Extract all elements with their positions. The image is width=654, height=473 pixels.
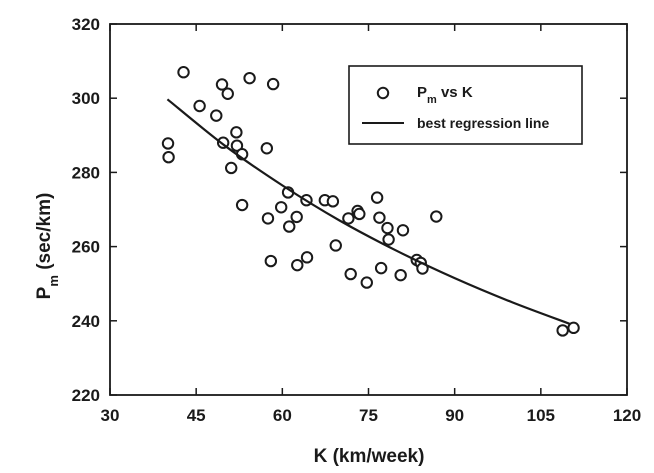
y-tick-label: 220: [72, 386, 100, 405]
data-point: [370, 191, 384, 204]
y-tick-label: 300: [72, 89, 100, 108]
data-point: [283, 220, 296, 233]
x-tick-label: 90: [445, 406, 464, 425]
data-point: [215, 78, 229, 91]
data-point: [261, 212, 275, 225]
data-point: [243, 71, 256, 85]
y-axis-label-main: P: [34, 286, 55, 299]
data-point: [230, 126, 243, 139]
data-point: [373, 211, 386, 224]
data-point: [353, 207, 366, 221]
legend: Pm vs K best regression line: [348, 65, 583, 145]
legend-marker-icon: [376, 86, 390, 100]
data-point: [556, 324, 569, 337]
y-axis-label-sub: m: [46, 275, 61, 287]
x-tick-label: 60: [273, 406, 292, 425]
legend-entry-line: best regression line: [417, 115, 549, 131]
data-point: [225, 161, 238, 175]
x-tick-label: 75: [359, 406, 378, 425]
data-point: [300, 251, 314, 264]
data-point: [264, 254, 278, 268]
y-tick-label: 260: [72, 238, 100, 257]
data-point: [177, 66, 190, 79]
data-point: [274, 201, 288, 214]
data-point: [342, 212, 355, 225]
legend-points-sub: m: [427, 94, 437, 106]
data-point: [193, 99, 206, 113]
data-point: [290, 210, 303, 224]
data-point: [374, 261, 388, 275]
data-point: [394, 268, 407, 282]
data-point: [396, 224, 410, 237]
data-point: [210, 109, 223, 122]
data-point: [381, 221, 394, 235]
x-tick-label: 120: [613, 406, 641, 425]
data-point: [161, 137, 175, 150]
data-point: [326, 195, 340, 208]
legend-box: [348, 65, 583, 145]
data-point: [260, 142, 274, 155]
x-tick-label: 30: [101, 406, 120, 425]
data-point: [329, 239, 342, 252]
legend-points-rest: vs K: [437, 84, 473, 101]
data-point: [235, 198, 249, 212]
data-point: [162, 150, 175, 164]
data-point: [360, 276, 373, 289]
x-axis-label: K (km/week): [314, 446, 425, 467]
y-tick-label: 280: [72, 163, 100, 182]
legend-points-main: P: [417, 84, 427, 101]
y-tick-label: 240: [72, 312, 100, 331]
data-point: [266, 77, 280, 91]
y-axis-label: Pm (sec/km): [34, 193, 61, 300]
y-axis-label-rest: (sec/km): [34, 193, 55, 275]
axes: 30 45 60 75 90 105 120 220 240 260 280 300 320: [72, 15, 642, 425]
y-tick-label: 320: [72, 15, 100, 34]
regression-line: [166, 98, 570, 325]
data-point: [382, 233, 395, 246]
data-point: [567, 321, 580, 335]
data-point: [430, 210, 443, 223]
x-tick-label: 45: [187, 406, 206, 425]
legend-entry-points: Pm vs K: [417, 84, 473, 106]
regression-line-group: [166, 98, 570, 325]
data-point: [221, 87, 234, 100]
x-tick-label: 105: [527, 406, 555, 425]
data-point: [291, 258, 304, 272]
data-point: [344, 267, 357, 281]
